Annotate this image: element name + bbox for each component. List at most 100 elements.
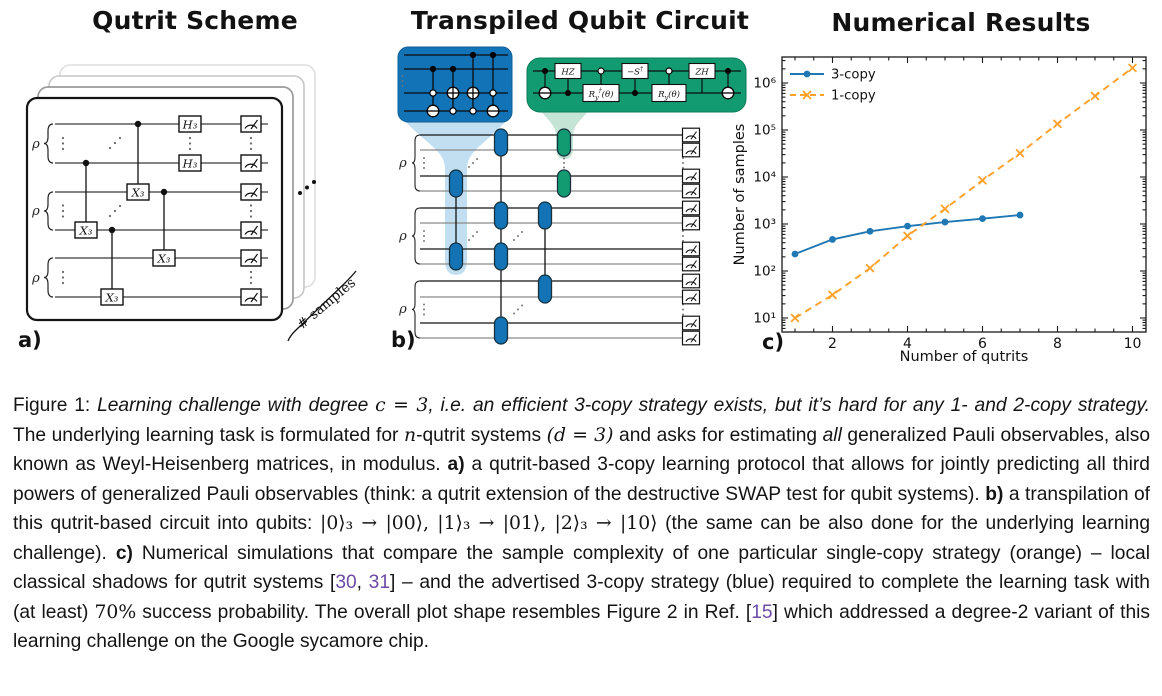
green-capsule-gate [556,128,572,157]
caption-segment: , i.e. an efficient 3-copy strategy exis… [428,395,1150,416]
blue-capsule-gate [493,128,509,157]
control-dot [160,188,168,196]
blue-capsule-gate [493,242,509,271]
data-point [828,290,837,300]
caption-segment: and asks for estimating [613,424,823,446]
caption-segment: The underlying learning task is formulat… [13,424,404,446]
control-dot [565,90,571,96]
qutrit-scheme-panel: ρ ρ ρ X₃ X₃ X₃ X₃ H₃ H₃ [25,64,359,342]
cnot-target-icon [446,86,460,100]
x-axis-label: Number of qutrits [900,349,1029,365]
caption-segment: |0⟩₃ → |00⟩, |1⟩₃ → |01⟩, |2⟩₃ → |10⟩ [320,513,658,534]
control-dot [725,68,731,74]
hz-gate: HZ [560,68,575,78]
stacked-cards [25,64,316,322]
caption-segment: Numerical simulations that compare the s… [13,542,1150,594]
ry-gate: Ry(θ) [657,89,680,102]
blue-capsule-gate [493,201,509,230]
control-dot [632,90,638,96]
rho-label: ρ [31,204,40,219]
green-inset-circuit: HZ Ry†(θ) −S† Ry(θ) ZH [526,57,747,113]
figure-caption: Figure 1: Learning challenge with degree… [13,391,1150,657]
caption-segment: 30 [335,572,357,593]
cnot-target-icon [486,104,500,118]
zh-gate: ZH [694,68,709,78]
caption-segment: a) [447,454,465,475]
caption-segment: ] which addressed a degree-2 variant of … [13,601,1150,653]
panel-a-title: Qutrit Scheme [92,6,298,35]
data-point [979,215,986,223]
panel-b-label: b) [391,328,416,352]
caption-segment: a transpilation of this qutrit-based cir… [13,483,1150,535]
chart-series-1-copy [790,63,1137,323]
control-dot [108,226,116,234]
x-tick-label: 4 [903,336,912,352]
panel-b-title: Transpiled Qubit Circuit [410,6,750,35]
controlled-x3-gates: X₃ X₃ X₃ X₃ [74,120,176,306]
data-point [1015,148,1025,158]
qubit-wires [420,134,683,339]
data-point [1053,119,1062,129]
data-point [978,176,987,185]
y-tick-label: 10³ [753,217,776,233]
two-qubit-gate-capsules [448,128,572,345]
hadamard-gates: H₃ H₃ [178,115,202,172]
caption-segment: b) [985,483,1004,505]
y-tick-label: 10² [753,264,776,280]
transpiled-circuit-panel: ρ ρ ρ [397,46,747,346]
caption-segment: all [822,424,842,446]
rho-label: ρ [31,137,40,152]
caption-segment: c = 3 [375,395,429,416]
control-dot [469,51,477,59]
rho-label: ρ [398,302,407,317]
h3-gate: H₃ [182,157,198,171]
h3-gate: H₃ [182,118,198,132]
panel-c-label: c) [762,330,785,354]
blue-capsule-gate [448,169,464,198]
data-point [903,231,912,241]
rho-label: ρ [398,156,407,171]
x3-gate: X₃ [79,224,93,238]
open-control-dot [665,67,673,75]
data-point [1128,63,1137,73]
caption-segment: ] – and the advertised 3-copy strategy (… [13,572,1150,623]
data-point [1090,91,1100,101]
blue-inset-circuit [397,46,513,123]
rho-label: ρ [398,229,407,244]
caption-segment: , [356,572,369,593]
caption-segment: success probability. The overall plot sh… [136,601,752,623]
blue-capsule-gate [537,201,553,230]
y-tick-label: 10⁵ [753,123,776,139]
control-dot [429,65,437,73]
y-tick-label: 10⁶ [753,76,776,92]
y-tick-label: 10¹ [753,311,776,327]
control-dot [134,120,142,128]
cnot-target-icon [721,86,735,100]
open-control-dot [489,89,497,97]
panel-c-title: Numerical Results [831,8,1091,37]
ry-dagger-gate: Ry†(θ) [588,88,614,102]
y-tick-label: 10⁴ [753,170,776,186]
data-point [940,204,950,214]
blue-capsule-gate [448,242,464,271]
control-dot [449,65,457,73]
chart-axes: 2 4 6 8 10 10¹ 10² 10³ 10⁴ 10⁵ 10⁶ [753,56,1147,352]
control-dot [82,159,90,167]
more-copies-dots [298,180,316,195]
data-point [904,222,911,230]
rho-braces [411,134,421,339]
data-point [866,227,874,235]
caption-segment: n [403,424,417,446]
cnot-target-icon [426,104,440,118]
measurements [681,127,701,346]
ellipsis-dots [61,136,253,285]
samples-arrow [287,270,357,342]
caption-segment: Figure 1: [13,395,98,416]
caption-segment: a qutrit-based 3-copy learning protocol … [13,454,1150,505]
caption-segment: 31 [368,572,390,593]
data-point [1016,211,1024,219]
y-axis-label: Number of samples [732,124,748,266]
open-control-dot [469,107,477,115]
caption-segment: 70% [94,601,137,623]
